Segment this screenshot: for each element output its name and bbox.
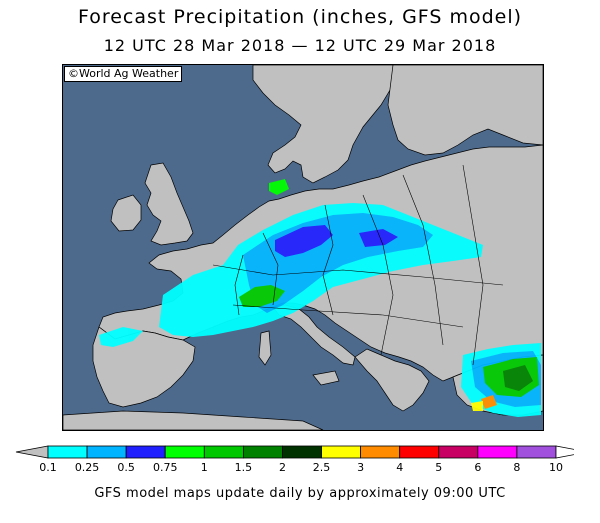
colorbar-tick-label: 0.1 — [39, 461, 57, 474]
ireland-land — [110, 194, 142, 232]
colorbar-bin-10 — [438, 445, 479, 459]
map-subtitle: 12 UTC 28 Mar 2018 — 12 UTC 29 Mar 2018 — [103, 36, 497, 55]
italy-land — [272, 304, 356, 366]
colorbar-bin-11 — [477, 445, 518, 459]
colorbar-bin-0 — [47, 445, 88, 459]
colorbar-bin-2 — [125, 445, 166, 459]
colorbar-tick-label: 3 — [357, 461, 365, 474]
north-africa-land — [63, 410, 324, 430]
country-borders — [212, 164, 504, 366]
copyright-notice: ©World Ag Weather — [64, 66, 183, 82]
colorbar-bin-1 — [86, 445, 127, 459]
balkans-land — [354, 348, 430, 412]
colorbar-bin-5 — [242, 445, 283, 459]
colorbar-bin-12 — [516, 445, 557, 459]
colorbar-tick-label: 5 — [435, 461, 443, 474]
map-title: Forecast Precipitation (inches, GFS mode… — [77, 6, 523, 28]
precipitation-colorbar — [15, 445, 574, 459]
colorbar-bin-3 — [164, 445, 205, 459]
colorbar-below-arrow — [15, 445, 49, 459]
iberia-land — [92, 326, 196, 408]
russia-north-land — [387, 65, 543, 156]
colorbar-tick-label: 0.25 — [74, 461, 100, 474]
scandinavia-land — [252, 65, 394, 184]
colorbar-tick-label: 2.5 — [312, 461, 331, 474]
colorbar-tick-label: 2 — [278, 461, 286, 474]
update-footer-note: GFS model maps update daily by approxima… — [94, 486, 506, 501]
colorbar-bin-6 — [282, 445, 322, 459]
colorbar-above-arrow — [555, 445, 574, 459]
colorbar-tick-label: 1 — [200, 461, 208, 474]
great-britain-land — [144, 162, 194, 246]
colorbar-tick-label: 10 — [549, 461, 563, 474]
colorbar-tick-label: 8 — [513, 461, 521, 474]
colorbar-tick-label: 0.75 — [152, 461, 178, 474]
colorbar-bin-8 — [360, 445, 401, 459]
sicily-land — [312, 370, 340, 386]
precipitation-overlay — [99, 179, 541, 417]
colorbar-tick-label: 0.5 — [117, 461, 135, 474]
colorbar-tick-label: 6 — [474, 461, 482, 474]
colorbar-tick-label: 4 — [396, 461, 404, 474]
colorbar-bin-4 — [203, 445, 244, 459]
colorbar-bin-7 — [321, 445, 362, 459]
colorbar-bin-9 — [399, 445, 440, 459]
europe-map-graphic — [63, 65, 543, 430]
colorbar-tick-label: 1.5 — [234, 461, 253, 474]
precipitation-map — [62, 64, 544, 431]
corsica-sardinia-land — [258, 330, 272, 366]
